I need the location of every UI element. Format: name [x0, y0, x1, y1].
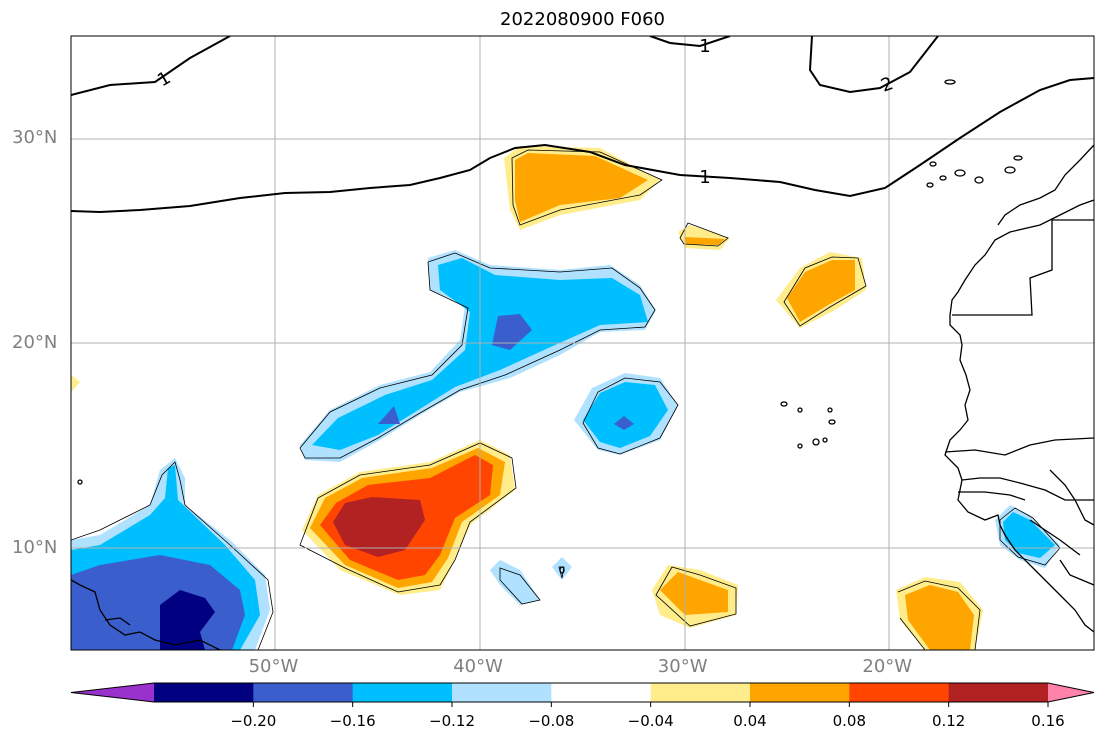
negative-anomaly-region: [378, 406, 400, 424]
latitude-label: 30°N: [12, 127, 58, 149]
colorbar-tick-label: 0.08: [833, 712, 866, 730]
coastlines: [71, 79, 1094, 650]
negative-anomaly-region: [490, 560, 540, 605]
negative-anomaly-region: [1003, 512, 1055, 558]
positive-anomaly-region: [685, 237, 725, 245]
colorbar-segment: [551, 683, 652, 702]
isolines: [71, 36, 1094, 214]
negative-anomaly-region: [552, 557, 572, 580]
colorbar-tick-label: −0.12: [429, 712, 475, 730]
colorbar-tick-label: −0.16: [330, 712, 376, 730]
colorbar-segment: [154, 683, 254, 702]
longitude-label: 40°W: [453, 656, 503, 677]
latitude-label: 20°N: [12, 332, 58, 353]
colorbar-extend-high: [1048, 683, 1094, 702]
colorbar-tick-label: 0.16: [1031, 712, 1064, 730]
colorbar-tick-label: 0.12: [932, 712, 965, 730]
colorbar-outline: [70, 682, 1095, 703]
anomaly-contour-outlines: [71, 149, 1061, 650]
contour-label: 2: [878, 73, 896, 97]
positive-anomaly-region: [660, 572, 728, 615]
contour-label: 1: [699, 167, 710, 188]
positive-anomaly-region: [905, 585, 974, 650]
negative-anomaly-region: [583, 382, 668, 448]
longitude-label: 30°W: [657, 656, 708, 677]
colorbar-segment: [253, 683, 354, 702]
positive-anomaly-region: [515, 153, 648, 222]
colorbar-segment: [352, 683, 453, 702]
map-title: 2022080900 F060: [500, 9, 665, 30]
longitude-label: 20°W: [862, 656, 913, 677]
colorbar-segment: [452, 683, 552, 702]
latitude-label: 10°N: [12, 536, 58, 558]
colorbar-tick-label: 0.04: [733, 712, 766, 730]
colorbar: −0.20 −0.16 −0.12 −0.08 −0.04 0.04 0.08 0.12 0.1…: [70, 682, 1095, 730]
colorbar-segment: [750, 683, 850, 702]
colorbar-extend-low: [71, 683, 154, 702]
negative-anomaly-region: [160, 590, 215, 650]
colorbar-segment: [948, 683, 1049, 702]
graticule: [71, 36, 1094, 650]
longitude-label: 50°W: [248, 656, 299, 677]
contour-label: 1: [699, 36, 710, 57]
positive-anomaly-region: [333, 497, 425, 557]
colorbar-tick-label: −0.20: [230, 712, 276, 730]
anomaly-fill-layer: [71, 146, 1060, 650]
positive-anomaly-region: [787, 260, 855, 322]
negative-anomaly-region: [614, 416, 634, 430]
positive-anomaly-region: [71, 375, 80, 392]
colorbar-tick-label: −0.04: [628, 712, 674, 730]
colorbar-segment: [650, 683, 751, 702]
negative-anomaly-region: [492, 314, 532, 350]
colorbar-tick-label: −0.08: [528, 712, 574, 730]
plot-frame: [70, 35, 1095, 651]
colorbar-segment: [849, 683, 950, 702]
